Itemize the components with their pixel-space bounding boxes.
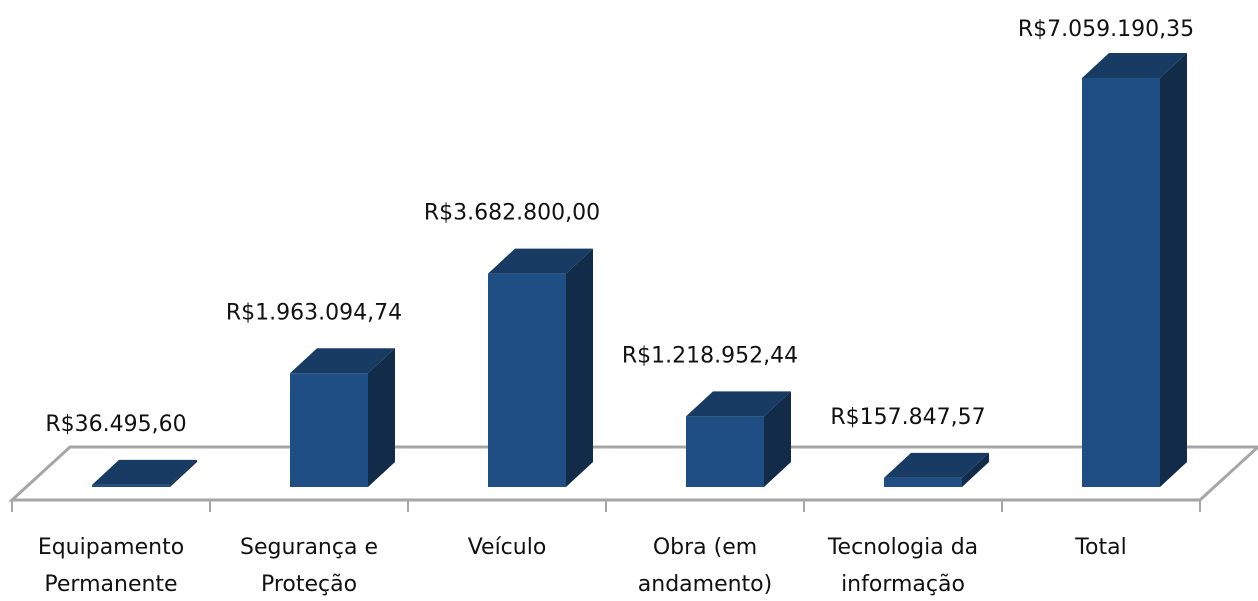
bar-side	[764, 391, 791, 487]
bar-top	[1082, 53, 1187, 78]
x-tick-label: Total	[1074, 535, 1126, 560]
value-label: R$157.847,57	[830, 405, 985, 430]
bar	[884, 477, 962, 487]
bar	[488, 273, 566, 487]
bar-side	[170, 459, 197, 487]
bar-side	[962, 452, 989, 487]
x-tick-label: Veículo	[468, 535, 547, 560]
value-label: R$7.059.190,35	[1018, 17, 1194, 42]
value-label: R$1.963.094,74	[226, 300, 402, 325]
x-tick-label: informação	[841, 572, 965, 597]
floor	[8, 445, 1258, 502]
value-label: R$3.682.800,00	[424, 201, 600, 226]
bar-top	[92, 459, 197, 485]
bar-side	[1160, 53, 1187, 487]
x-tick-label: andamento)	[638, 572, 772, 597]
bar-side	[566, 248, 593, 487]
value-label: R$36.495,60	[45, 412, 186, 437]
bar	[290, 373, 368, 487]
bar-top	[290, 348, 395, 374]
bar	[686, 416, 764, 487]
bar-side	[368, 348, 395, 487]
x-tick-label: Segurança e	[240, 535, 378, 560]
bar-top	[488, 248, 593, 274]
value-label: R$1.218.952,44	[622, 343, 798, 368]
bar-top	[884, 452, 989, 478]
x-tick-label: Tecnologia da	[827, 535, 978, 560]
bar	[92, 484, 170, 487]
x-tick-label: Obra (em	[653, 535, 757, 560]
x-tick-label: Proteção	[261, 572, 357, 597]
bar-top	[686, 391, 791, 417]
x-tick-label: Equipamento	[38, 535, 184, 560]
x-tick-label: Permanente	[44, 572, 177, 597]
bar	[1082, 78, 1160, 487]
